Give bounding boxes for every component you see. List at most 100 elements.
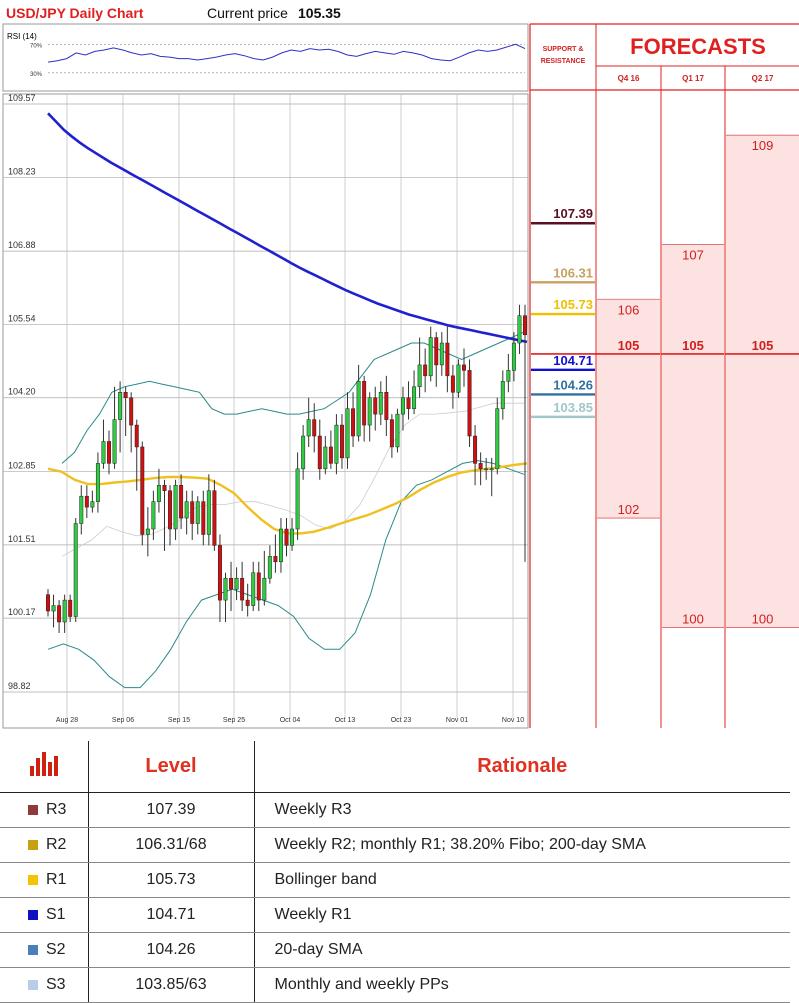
candle-body — [217, 545, 222, 601]
candle-body — [301, 435, 306, 470]
candle-body — [256, 572, 261, 601]
x-tick-label: Sep 15 — [168, 717, 190, 724]
price-panel-frame — [2, 93, 529, 729]
bollinger-lower-line — [47, 460, 525, 689]
candle-body — [84, 495, 89, 508]
candlestick-series — [46, 304, 527, 633]
level-value: 105.73 — [88, 862, 255, 898]
candle-body — [290, 528, 295, 546]
candle-body — [245, 599, 250, 606]
candle-body — [179, 484, 184, 519]
candle-body — [450, 375, 455, 393]
table-header-row: Level Rationale — [0, 741, 790, 793]
y-tick-label: 104.20 — [8, 387, 36, 397]
candle-body — [129, 397, 134, 426]
sma20-line — [61, 402, 524, 557]
rsi-panel-frame — [2, 23, 529, 92]
candle-body — [168, 490, 172, 530]
forecasts-title: FORECASTS — [630, 34, 766, 59]
level-name-cell: R2 — [0, 827, 89, 863]
candle-body — [57, 605, 62, 623]
level-value: 103.85/63 — [88, 967, 255, 1003]
candle-body — [273, 556, 278, 563]
candle-body — [462, 364, 466, 371]
level-rationale: Monthly and weekly PPs — [254, 967, 790, 1003]
candle-body — [201, 501, 206, 535]
candle-body — [184, 501, 189, 519]
level-color-swatch — [28, 839, 38, 850]
candle-body — [223, 577, 228, 601]
candle-body — [151, 501, 156, 530]
candle-body — [284, 528, 289, 546]
x-tick-label: Sep 25 — [223, 717, 245, 724]
candle-body — [251, 572, 256, 606]
forecast-low-label: 100 — [752, 611, 774, 626]
candle-body — [412, 386, 417, 409]
candle-body — [517, 315, 522, 344]
sr-level-label: 103.85 — [553, 400, 593, 415]
level-color-swatch — [28, 979, 38, 990]
candle-body — [101, 441, 106, 464]
y-tick-label: 100.17 — [8, 607, 36, 617]
chart-frame — [2, 23, 799, 729]
candle-body — [351, 408, 356, 437]
candle-body — [295, 468, 300, 530]
candle-body — [140, 446, 145, 535]
level-name-cell: R1 — [0, 862, 89, 898]
level-rationale: Weekly R2; monthly R1; 38.20% Fibo; 200-… — [254, 827, 790, 863]
candle-body — [229, 577, 234, 590]
candle-body — [145, 528, 150, 535]
candle-body — [511, 342, 516, 371]
candle-body — [123, 392, 128, 398]
candle-body — [406, 397, 411, 409]
forecast-period-label: Q4 16 — [618, 74, 640, 83]
candle-body — [267, 556, 272, 579]
candle-body — [46, 594, 50, 612]
candle-body — [362, 381, 367, 426]
forecast-low-label: 102 — [618, 502, 640, 517]
level-color-swatch — [28, 804, 38, 815]
level-name: S1 — [46, 905, 66, 923]
forecast-period-label: Q1 17 — [682, 74, 704, 83]
x-tick-label: Sep 06 — [112, 717, 134, 724]
candle-body — [401, 397, 405, 415]
table-row: R2 106.31/68 Weekly R2; monthly R1; 38.20%… — [0, 827, 790, 863]
candle-body — [367, 397, 372, 426]
current-price-value: 105.35 — [298, 5, 341, 21]
rationale-header: Rationale — [254, 741, 790, 793]
candle-body — [467, 370, 472, 437]
forecast-high-label: 107 — [682, 248, 704, 263]
candle-body — [489, 468, 494, 471]
candle-body — [278, 528, 283, 563]
level-value: 107.39 — [88, 792, 255, 828]
candle-body — [328, 446, 333, 464]
level-name-cell: S3 — [0, 967, 89, 1003]
forecast-high-label: 106 — [618, 302, 640, 317]
candle-body — [445, 342, 450, 377]
candle-body — [162, 484, 167, 491]
candle-body — [173, 484, 178, 530]
candle-body — [51, 605, 56, 612]
candle-body — [473, 435, 478, 464]
sr-level-label: 104.26 — [553, 377, 593, 392]
candle-body — [434, 337, 439, 366]
candle-body — [90, 501, 95, 508]
candle-body — [495, 408, 500, 470]
candle-body — [484, 468, 489, 471]
support-resistance-title: SUPPORT & RESISTANCE — [540, 46, 586, 65]
forecast-range-box — [662, 244, 724, 628]
level-name-cell: S1 — [0, 897, 89, 933]
candle-body — [118, 392, 123, 420]
forecast-range-box — [726, 135, 799, 628]
candle-body — [456, 364, 461, 393]
candle-body — [373, 397, 378, 415]
sma200-line — [47, 112, 528, 344]
levels-table-container: Level Rationale R3 107.39 Weekly R3 R2 106.3… — [0, 741, 799, 1003]
candle-body — [428, 337, 433, 377]
candle-body — [312, 419, 317, 437]
candle-body — [68, 599, 73, 617]
support-resistance-levels: 107.39 106.31 105.73 104.71 104.26 103.85 — [531, 206, 595, 419]
forecast-base-label: 105 — [618, 338, 640, 353]
candle-body — [384, 392, 389, 420]
forecast-low-label: 100 — [682, 611, 704, 626]
